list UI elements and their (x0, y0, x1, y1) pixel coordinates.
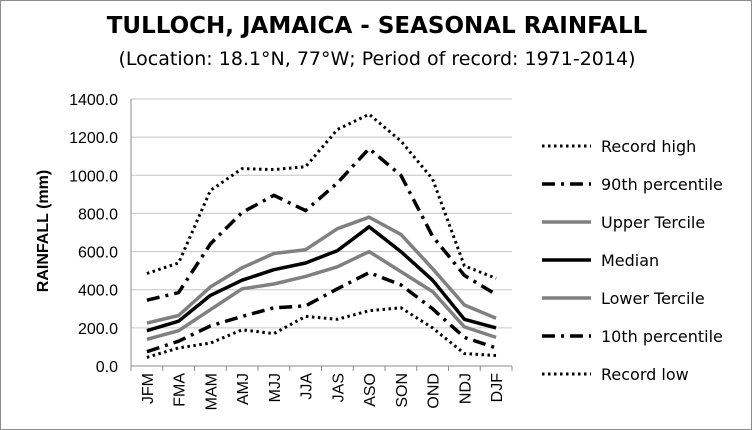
x-tick-label: NDJ (457, 373, 474, 404)
legend-label: 90th percentile (601, 175, 723, 194)
x-tick-label: OND (426, 373, 443, 409)
series-lines (146, 112, 498, 359)
x-tick-label: SON (394, 373, 411, 408)
series-line-lower-tercile (146, 249, 497, 341)
series-line-upper-tercile (146, 215, 497, 325)
series-line-10th-percentile (146, 270, 497, 354)
y-tick-label: 1000.0 (69, 168, 118, 185)
legend: Record high 90th percentile Upper Tercile M… (542, 137, 723, 384)
chart-title: TULLOCH, JAMAICA - SEASONAL RAINFALL (107, 13, 648, 39)
legend-label: Upper Tercile (601, 213, 705, 232)
axes (130, 99, 513, 371)
y-tick-label: 0.0 (96, 359, 118, 376)
x-tick-label: AMJ (235, 373, 252, 405)
y-tick-label: 800.0 (78, 206, 118, 223)
x-tick-labels: JFM FMA MAM AMJ MJJ JJA JAS ASO SON OND NDJ DJF (140, 373, 506, 411)
y-tick-label: 200.0 (78, 321, 118, 338)
series-line-90th-percentile (146, 146, 498, 302)
y-tick-label: 1200.0 (69, 130, 118, 147)
y-tick-label: 600.0 (78, 245, 118, 262)
legend-label: 10th percentile (601, 327, 723, 346)
legend-label: Record high (601, 137, 696, 156)
chart-subtitle: (Location: 18.1°N, 77°W; Period of recor… (119, 48, 636, 70)
series-line-median (146, 225, 497, 333)
x-tick-label: JJA (299, 373, 316, 400)
legend-label: Median (601, 251, 659, 270)
x-tick-label: DJF (489, 373, 506, 403)
y-tick-labels: 0.0 200.0 400.0 600.0 800.0 1000.0 1200.0 1400.… (69, 92, 118, 376)
x-tick-label: FMA (172, 373, 189, 407)
x-tick-label: MAM (203, 373, 220, 410)
legend-label: Record low (601, 365, 689, 384)
legend-label: Lower Tercile (601, 289, 705, 308)
y-axis-label: RAINFALL (mm) (35, 170, 52, 292)
gridlines (131, 98, 512, 329)
x-tick-label: ASO (362, 373, 379, 407)
y-tick-label: 1400.0 (69, 92, 118, 109)
x-tick-label: JFM (140, 373, 157, 404)
x-tick-label: MJJ (267, 373, 284, 402)
y-tick-label: 400.0 (78, 283, 118, 300)
x-tick-label: JAS (330, 373, 347, 402)
